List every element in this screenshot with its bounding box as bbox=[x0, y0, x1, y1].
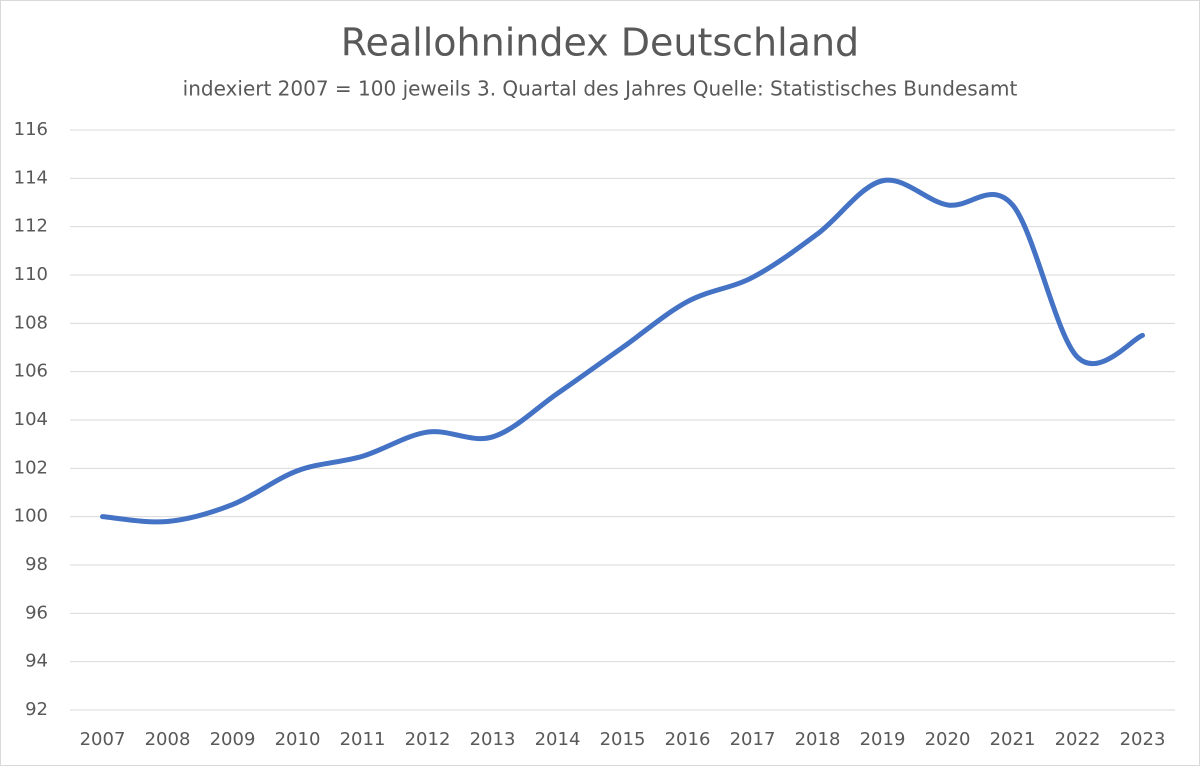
x-tick-label: 2015 bbox=[600, 729, 646, 750]
y-tick-label: 116 bbox=[14, 119, 48, 140]
x-tick-label: 2014 bbox=[535, 729, 581, 750]
chart-title: Reallohnindex Deutschland bbox=[341, 21, 859, 65]
x-tick-label: 2017 bbox=[730, 729, 776, 750]
x-tick-label: 2018 bbox=[795, 729, 841, 750]
x-tick-label: 2009 bbox=[210, 729, 256, 750]
x-tick-label: 2016 bbox=[665, 729, 711, 750]
y-tick-label: 102 bbox=[14, 457, 48, 478]
x-tick-label: 2012 bbox=[405, 729, 451, 750]
y-tick-label: 92 bbox=[25, 699, 48, 720]
x-tick-label: 2019 bbox=[860, 729, 906, 750]
x-tick-label: 2022 bbox=[1055, 729, 1101, 750]
chart-subtitle: indexiert 2007 = 100 jeweils 3. Quartal … bbox=[183, 77, 1018, 101]
x-tick-label: 2023 bbox=[1120, 729, 1166, 750]
y-tick-label: 110 bbox=[14, 264, 48, 285]
x-tick-label: 2008 bbox=[145, 729, 191, 750]
y-tick-label: 108 bbox=[14, 312, 48, 333]
y-tick-label: 98 bbox=[25, 554, 48, 575]
y-tick-label: 100 bbox=[14, 506, 48, 527]
y-tick-label: 94 bbox=[25, 651, 48, 672]
x-tick-label: 2013 bbox=[470, 729, 516, 750]
x-tick-label: 2010 bbox=[275, 729, 321, 750]
x-tick-label: 2007 bbox=[80, 729, 126, 750]
y-tick-label: 106 bbox=[14, 361, 48, 382]
y-tick-label: 96 bbox=[25, 602, 48, 623]
data-line bbox=[100, 177, 1145, 525]
y-tick-label: 104 bbox=[14, 409, 48, 430]
y-tick-label: 112 bbox=[14, 216, 48, 237]
x-tick-label: 2021 bbox=[990, 729, 1036, 750]
y-tick-label: 114 bbox=[14, 167, 48, 188]
x-tick-label: 2011 bbox=[340, 729, 386, 750]
x-tick-label: 2020 bbox=[925, 729, 971, 750]
